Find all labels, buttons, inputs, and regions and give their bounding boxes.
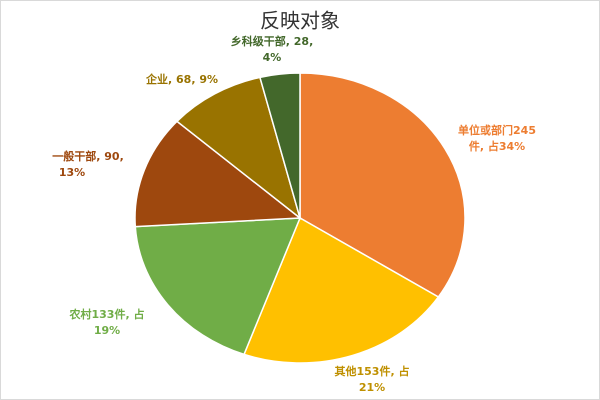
data-label: 件, 占34% (469, 139, 525, 153)
data-label: 4% (263, 51, 282, 64)
data-label: 企业, 68, 9% (145, 72, 218, 86)
chart-title: 反映对象 (260, 9, 340, 33)
data-label: 一般干部, 90, (52, 149, 124, 163)
data-label: 21% (359, 381, 385, 394)
data-label: 其他153件, 占 (335, 364, 410, 378)
data-label: 单位或部门245 (458, 123, 536, 137)
data-label: 农村133件, 占 (69, 307, 145, 321)
data-label: 19% (94, 324, 120, 337)
data-label: 乡科级干部, 28, (231, 34, 314, 48)
pie-slice (134, 120, 303, 228)
pie-slice (134, 217, 302, 356)
pie-slice (243, 216, 440, 364)
pie-slice (258, 72, 301, 219)
data-label: 13% (59, 166, 85, 179)
